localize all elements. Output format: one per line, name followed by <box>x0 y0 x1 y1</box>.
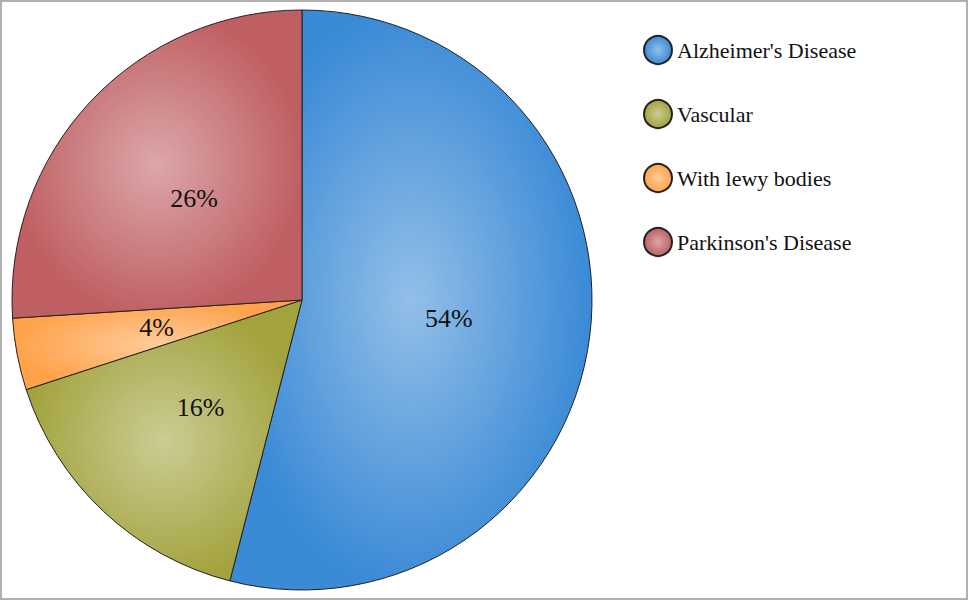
svg-text:Alzheimer's Disease: Alzheimer's Disease <box>677 38 856 63</box>
svg-text:Vascular: Vascular <box>677 102 753 127</box>
svg-text:4%: 4% <box>139 313 174 342</box>
svg-text:26%: 26% <box>170 184 218 213</box>
svg-text:54%: 54% <box>425 304 473 333</box>
svg-text:With lewy bodies: With lewy bodies <box>677 166 831 191</box>
svg-text:16%: 16% <box>177 393 225 422</box>
svg-text:Parkinson's Disease: Parkinson's Disease <box>677 230 851 255</box>
